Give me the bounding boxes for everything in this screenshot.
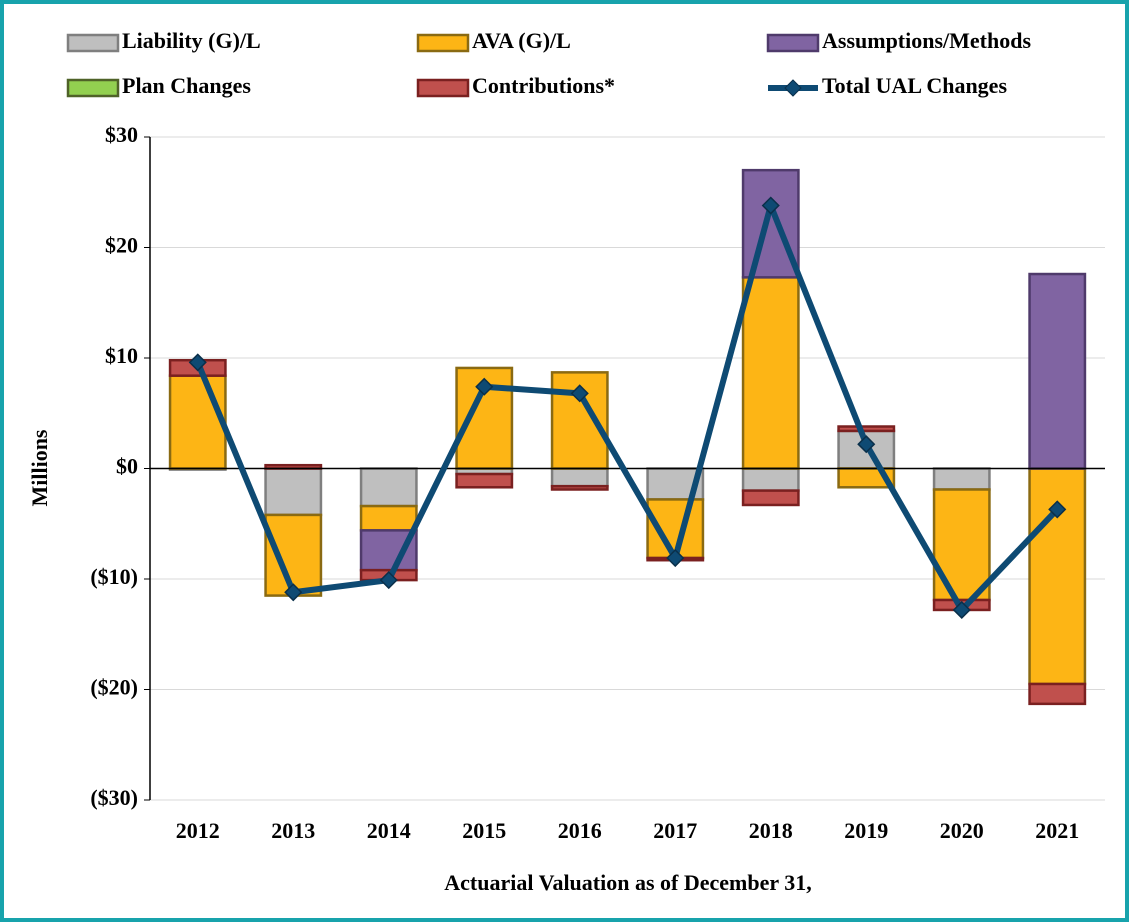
bar [741,467,800,492]
y-axis-title: Millions [27,429,52,506]
bar [359,467,418,508]
bar [1028,272,1087,470]
legend-label: Total UAL Changes [822,73,1007,98]
bar [932,488,991,602]
x-tick-label: 2019 [844,818,888,843]
legend-marker [784,79,802,97]
bar [932,467,991,491]
legend-label: Contributions* [472,73,615,98]
y-tick-label: ($30) [90,785,138,810]
marker [570,384,589,403]
x-tick-label: 2013 [271,818,315,843]
x-tick-label: 2018 [749,818,793,843]
x-tick-label: 2017 [653,818,697,843]
x-tick-label: 2020 [940,818,984,843]
x-tick-label: 2012 [176,818,220,843]
legend-swatch [66,78,120,98]
legend-swatch [416,78,470,98]
y-tick-label: ($20) [90,675,138,700]
bar [837,425,896,433]
line [194,202,1060,613]
x-tick-label: 2015 [462,818,506,843]
marker [188,353,207,372]
marker [1048,500,1067,519]
legend-label: Plan Changes [122,73,251,98]
marker [857,435,876,454]
x-axis-title: Actuarial Valuation as of December 31, [444,870,811,895]
y-tick-label: $0 [116,454,138,479]
y-tick-label: ($10) [90,564,138,589]
marker [284,583,303,602]
bar [1028,682,1087,706]
bar [550,467,609,488]
marker [952,600,971,620]
x-tick-label: 2016 [558,818,602,843]
legend-label: Liability (G)/L [122,28,261,53]
y-tick-label: $10 [105,343,138,368]
bar [455,472,514,489]
y-tick-label: $20 [105,233,138,258]
bar [168,374,227,470]
marker [379,571,398,590]
marker [666,548,685,568]
legend-label: AVA (G)/L [472,28,571,53]
marker [761,196,780,215]
bar [359,504,418,532]
bar [264,467,323,517]
legend-label: Assumptions/Methods [822,28,1031,53]
legend-swatch [766,33,820,53]
legend-swatch [416,33,470,53]
bar [741,489,800,507]
y-tick-label: $30 [105,122,138,147]
legend-swatch [66,33,120,53]
bar [550,484,609,491]
bar [741,276,800,470]
x-tick-label: 2021 [1035,818,1079,843]
marker [475,377,494,396]
x-tick-label: 2014 [367,818,411,843]
